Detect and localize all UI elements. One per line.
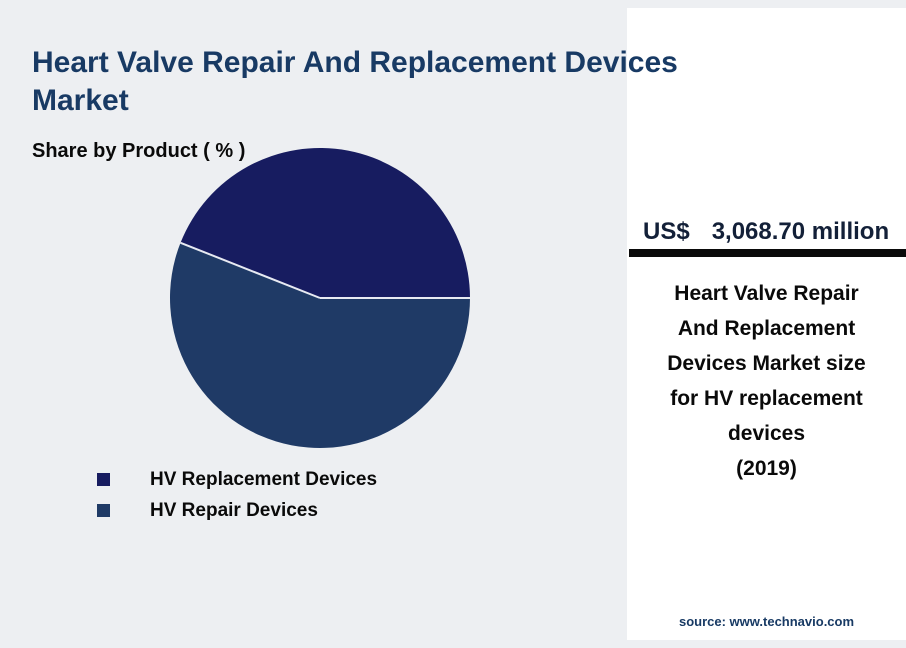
legend-item: HV Repair Devices — [97, 495, 377, 526]
pie-slice — [169, 242, 470, 448]
legend-label: HV Replacement Devices — [150, 468, 378, 490]
pie-chart — [169, 147, 470, 448]
pie-slice — [180, 147, 470, 298]
currency-label: US$ — [643, 218, 690, 245]
highlight-panel: US$ 3,068.70 million Heart Valve Repair … — [627, 8, 906, 640]
chart-legend: HV Replacement Devices HV Repair Devices — [97, 464, 377, 526]
legend-swatch — [97, 504, 110, 517]
page-title: Heart Valve Repair And Replacement Devic… — [32, 46, 678, 117]
divider-bar — [629, 249, 906, 257]
source-credit: source: www.technavio.com — [678, 614, 855, 629]
legend-label: HV Repair Devices — [150, 499, 318, 521]
market-size-description-block: Heart Valve Repair And Replacement Devic… — [659, 276, 874, 486]
legend-swatch — [97, 473, 110, 486]
pie-slice-divider — [180, 241, 321, 299]
market-size-description: Heart Valve Repair And Replacement Devic… — [667, 282, 866, 445]
market-size-year: (2019) — [736, 457, 797, 480]
market-size-value: US$ 3,068.70 million — [643, 218, 889, 246]
amount-value: 3,068.70 million — [711, 218, 890, 245]
chart-subtitle: Share by Product ( % ) — [32, 140, 246, 162]
legend-item: HV Replacement Devices — [97, 464, 377, 495]
